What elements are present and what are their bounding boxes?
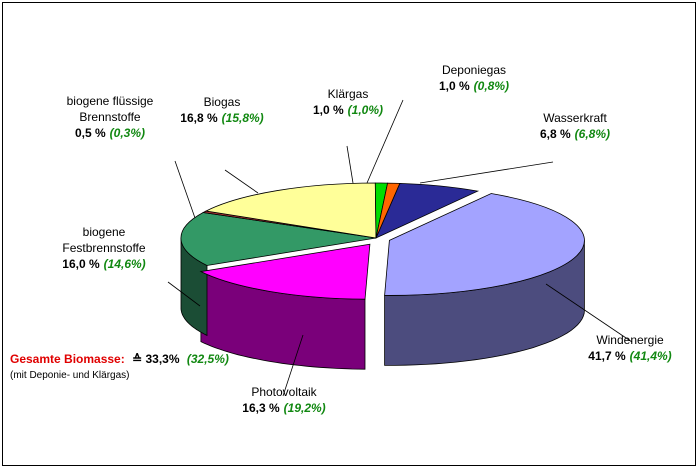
slice-deponiegas: [375, 182, 401, 239]
pie-sides: [180, 238, 585, 370]
leader-kl-rgas: [346, 145, 354, 184]
slice-windenergie: [384, 193, 585, 296]
slice-biogene-festbrennstoffe: [180, 212, 377, 266]
label-name-biogene-festbrennstoffe-1: Festbrennstoffe: [62, 241, 145, 255]
biomass-note: (mit Deponie- und Klärgas): [10, 370, 130, 381]
slice-biogas: [204, 182, 377, 239]
biomass-annotation: Gesamte Biomasse: ≙ 33,3% (32,5%) (mit D…: [10, 352, 229, 381]
leader-biogas: [224, 169, 259, 194]
leader-wasserkraft: [419, 161, 554, 184]
slice-labels: Wasserkraft 6,8 % (6,8%) Windenergie 41,7 %(…: [62, 63, 671, 415]
label-value-biogene-fl-ssige-brennstoffe: 0,5 % (0,3%): [75, 126, 145, 140]
pie-tops: [180, 182, 585, 300]
leader-lines: [167, 99, 633, 397]
label-name-wasserkraft: Wasserkraft: [543, 111, 607, 125]
label-name-deponiegas: Deponiegas: [442, 63, 506, 77]
label-value-photovoltaik: 16,3 % (19,2%): [242, 401, 325, 415]
label-name-photovoltaik: Photovoltaik: [251, 385, 317, 399]
label-value-biogene-festbrennstoffe: 16,0 % (14,6%): [62, 257, 145, 271]
svg-text:Gesamte Biomasse: ≙ 33,3: Gesamte Biomasse: ≙ 33,3% (32,5%): [10, 352, 229, 366]
label-name-biogene-festbrennstoffe-0: biogene: [83, 225, 126, 239]
label-name-biogene-fl-ssige-brennstoffe-1: Brennstoffe: [79, 110, 140, 124]
label-name-biogene-fl-ssige-brennstoffe-0: biogene flüssige: [67, 94, 154, 108]
label-value-wasserkraft: 6,8 % (6,8%): [540, 127, 610, 141]
leader-deponiegas: [366, 99, 404, 184]
biomass-prev-value: (32,5%): [187, 352, 229, 366]
biomass-value: ≙ 33,3%: [132, 352, 180, 366]
label-name-kl-rgas: Klärgas: [328, 87, 369, 101]
label-value-windenergie: 41,7 % (41,4%): [588, 349, 671, 363]
label-name-biogas: Biogas: [204, 95, 241, 109]
biomass-label: Gesamte Biomasse:: [10, 352, 125, 366]
leader-biogene-fl-ssige-brennstoffe: [174, 160, 196, 219]
label-value-biogas: 16,8 % (15,8%): [180, 111, 263, 125]
leader-photovoltaik: [282, 334, 304, 397]
leader-windenergie: [545, 283, 633, 343]
label-value-kl-rgas: 1,0 % (1,0%): [313, 103, 383, 117]
leader-biogene-festbrennstoffe: [167, 281, 201, 307]
slice-photovoltaik: [199, 243, 371, 300]
label-value-deponiegas: 1,0 % (0,8%): [439, 79, 509, 93]
label-name-windenergie: Windenergie: [596, 333, 664, 347]
